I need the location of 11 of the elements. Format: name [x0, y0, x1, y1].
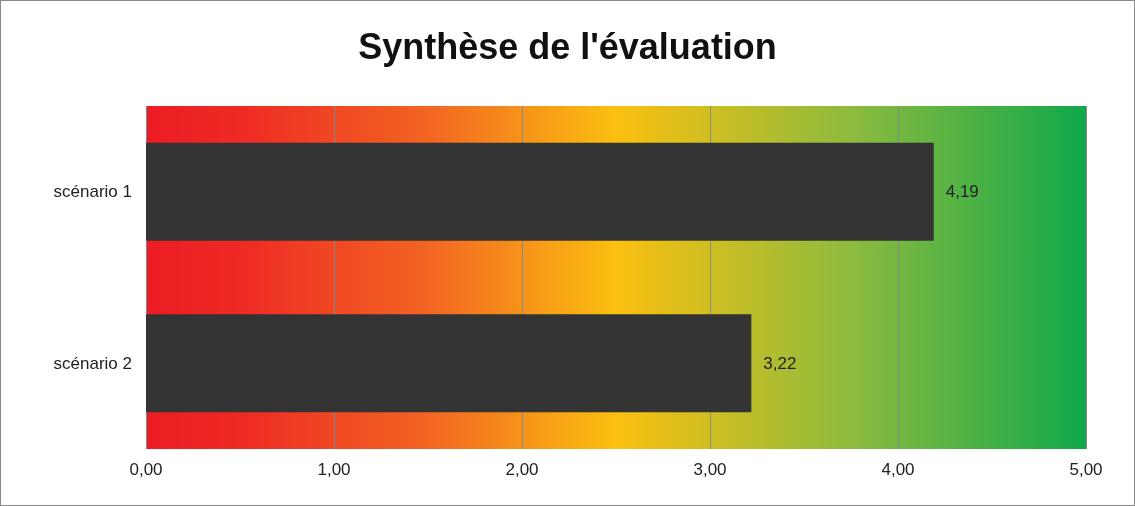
x-tick-label: 1,00: [317, 460, 351, 479]
x-tick-label: 5,00: [1069, 460, 1103, 479]
x-tick-label: 4,00: [881, 460, 915, 479]
x-tick-label: 0,00: [129, 460, 163, 479]
x-tick-label: 3,00: [693, 460, 727, 479]
y-tick-label: scénario 2: [53, 353, 132, 373]
y-tick-label: scénario 1: [53, 182, 132, 202]
data-label: 3,22: [763, 353, 797, 373]
x-tick-label: 2,00: [505, 460, 539, 479]
chart-title: Synthèse de l'évaluation: [358, 25, 777, 67]
data-label: 4,19: [945, 182, 979, 202]
